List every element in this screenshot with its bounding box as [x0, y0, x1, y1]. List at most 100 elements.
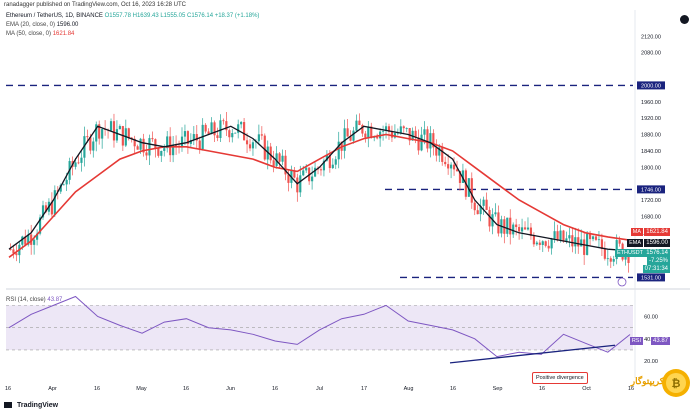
- price-flag-value: 1576.14: [644, 249, 670, 257]
- candle-body: [473, 202, 476, 211]
- date-tick-label: 16: [5, 386, 11, 392]
- candle-body: [518, 227, 521, 232]
- candle-body: [112, 121, 116, 141]
- candle-body: [414, 130, 417, 138]
- date-tick-label: Jun: [226, 386, 235, 392]
- candle-body: [157, 148, 160, 156]
- candle-body: [142, 138, 145, 153]
- rsi-line: [8, 295, 631, 358]
- candle-body: [580, 239, 583, 247]
- candle-body: [526, 227, 530, 230]
- candle-body: [444, 161, 447, 165]
- ema-flag-label: EMA: [627, 239, 643, 247]
- candle-body: [27, 234, 30, 245]
- candle-body: [441, 147, 444, 162]
- candle-body: [243, 122, 246, 141]
- candle-body: [343, 128, 346, 151]
- candle-body: [195, 134, 198, 141]
- candle-body: [562, 230, 565, 242]
- price-tick-label: 1840.00: [641, 149, 661, 155]
- candle-body: [346, 128, 349, 137]
- candle-body: [313, 167, 317, 177]
- candle-body: [591, 236, 595, 240]
- candle-body: [328, 155, 331, 169]
- candle-body: [423, 129, 426, 135]
- candle-body: [627, 253, 630, 263]
- candle-body: [118, 126, 121, 130]
- published-by: ranadagger published on TradingView.com,…: [4, 2, 187, 8]
- price-tick-label: 1920.00: [641, 116, 661, 122]
- candle-body: [589, 233, 592, 240]
- candle-body: [597, 239, 601, 241]
- candle-body: [470, 178, 473, 203]
- candle-body: [550, 238, 553, 249]
- candle-body: [503, 219, 506, 234]
- candle-body: [148, 138, 151, 156]
- candle-body: [234, 132, 237, 134]
- candle-body: [523, 227, 527, 230]
- candle-body: [432, 133, 435, 148]
- candle-body: [482, 199, 485, 206]
- candle-body: [95, 124, 98, 142]
- date-tick-label: 17: [361, 386, 367, 392]
- price-tick-label: 1720.00: [641, 198, 661, 204]
- candle-body: [612, 259, 615, 262]
- candle-body: [80, 157, 83, 163]
- candle-body: [15, 253, 18, 256]
- candle-body: [390, 131, 394, 138]
- candle-body: [438, 147, 441, 156]
- candle-body: [89, 137, 92, 151]
- candle-body: [127, 128, 130, 138]
- candle-body: [547, 245, 550, 249]
- ema-flag-value: 1596.00: [644, 239, 670, 247]
- candle-body: [417, 137, 420, 151]
- candle-body: [467, 178, 470, 197]
- candle-body: [151, 138, 154, 140]
- candle-body: [364, 133, 367, 138]
- candle-body: [544, 241, 547, 246]
- candle-body: [281, 155, 284, 162]
- candle-body: [600, 239, 603, 250]
- candle-body: [183, 131, 187, 137]
- date-tick-label: Jul: [316, 386, 323, 392]
- candle-body: [192, 134, 195, 140]
- date-tick-label: Oct: [582, 386, 591, 392]
- candle-body: [497, 212, 500, 234]
- candle-body: [447, 164, 450, 169]
- candle-body: [36, 233, 39, 240]
- candle-body: [532, 235, 535, 245]
- legend-ma: MA (50, close, 0): [6, 31, 52, 37]
- candle-body: [204, 124, 207, 132]
- price-tick-label: 1960.00: [641, 100, 661, 106]
- candle-body: [207, 131, 210, 135]
- candle-body: [325, 155, 328, 161]
- price-level-flag: [637, 185, 665, 194]
- candle-body: [172, 145, 175, 156]
- candle-body: [609, 258, 612, 262]
- candle-body: [349, 136, 352, 141]
- date-tick-label: Sep: [493, 386, 503, 392]
- candle-body: [538, 242, 541, 245]
- candle-body: [296, 177, 299, 193]
- candle-body: [65, 179, 68, 185]
- candle-body: [74, 162, 77, 167]
- price-level-flag: [637, 273, 665, 282]
- candle-body: [248, 144, 252, 149]
- rsi-tick-label: 60.00: [644, 315, 658, 321]
- candle-body: [237, 124, 240, 133]
- candle-body: [571, 235, 574, 247]
- candle-body: [263, 135, 266, 160]
- positive-divergence-label: Positive divergence: [532, 372, 588, 384]
- rsi-tick-label: 20.00: [644, 359, 658, 365]
- candle-body: [240, 122, 243, 125]
- crypto-coin-icon: ₿: [662, 369, 690, 397]
- tradingview-logo-icon: [4, 402, 12, 409]
- candle-body: [334, 159, 337, 165]
- date-tick-label: May: [136, 386, 147, 392]
- candle-body: [476, 210, 479, 215]
- candle-body: [408, 128, 411, 141]
- candle-body: [189, 139, 192, 144]
- candle-body: [541, 241, 544, 245]
- candle-body: [284, 155, 287, 175]
